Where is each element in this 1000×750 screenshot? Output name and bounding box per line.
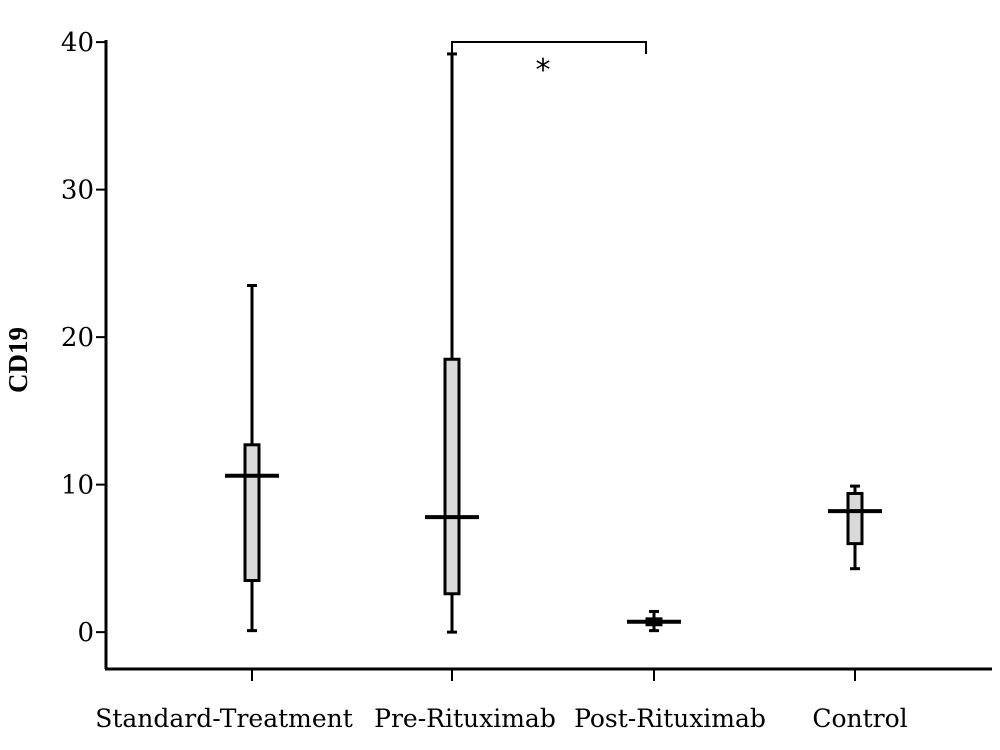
boxes-group xyxy=(225,52,882,634)
significance-label: * xyxy=(536,53,551,88)
annotations-group: * xyxy=(451,41,647,88)
y-tick-label: 20 xyxy=(61,323,94,353)
box-post-rituximab xyxy=(627,609,681,633)
y-axis-title: CD19 xyxy=(3,327,33,393)
significance-bracket xyxy=(451,41,647,54)
y-tick-label: 40 xyxy=(61,28,94,58)
iqr-box xyxy=(443,357,461,596)
box-standard-treatment xyxy=(225,284,279,633)
x-tick-label: Standard-Treatment xyxy=(95,704,353,733)
box-control xyxy=(828,484,882,571)
y-tick-label: 10 xyxy=(61,471,94,501)
iqr-box xyxy=(846,491,864,546)
y-tick-label: 0 xyxy=(77,618,94,648)
x-tick-label: Post-Rituximab xyxy=(574,704,766,733)
axes-group: 0 10 20 30 40 Standard-Treatment Pre-Rituximab… xyxy=(61,28,992,733)
iqr-box xyxy=(243,443,261,582)
y-tick-label: 30 xyxy=(61,176,94,206)
x-tick-label: Pre-Rituximab xyxy=(374,704,556,733)
box-pre-rituximab xyxy=(425,52,479,634)
x-tick-label: Control xyxy=(812,704,907,733)
